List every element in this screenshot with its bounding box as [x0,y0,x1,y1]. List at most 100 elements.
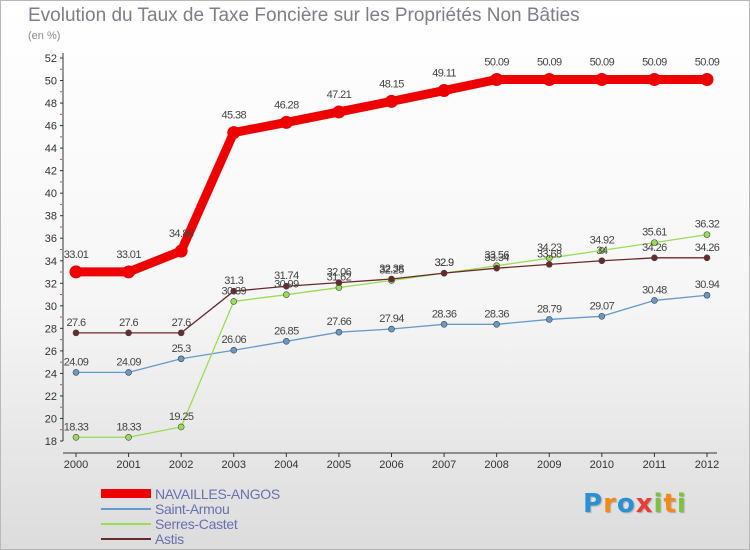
data-label-astis: 32.9 [435,257,454,269]
y-tick-label: 48 [45,98,57,110]
logo-letter: i [653,489,664,519]
legend-swatch [101,489,151,498]
data-label-serres-castet: 33.56 [484,250,509,262]
data-label-saint-armou: 27.66 [327,316,352,328]
chart-legend: NAVAILLES-ANGOS Saint-Armou Serres-Caste… [101,485,280,547]
data-point-saint-armou [598,312,606,320]
data-label-saint-armou: 30.94 [695,279,720,291]
data-point-saint-armou [335,328,343,336]
y-tick-label: 38 [45,211,57,223]
y-tick-label: 24 [45,368,57,380]
logo-letter: x [635,489,654,519]
data-point-navailles-angos [227,126,241,140]
data-label-astis: 27.6 [172,317,191,329]
data-label-navailles-angos: 48.15 [379,78,404,90]
x-tick-label: 2008 [484,459,508,471]
data-label-serres-castet: 35.61 [642,227,667,239]
logo-letter: P [583,489,604,519]
data-point-navailles-angos [122,265,136,279]
data-point-navailles-angos [69,265,83,279]
data-label-saint-armou: 28.36 [432,308,457,320]
data-point-saint-armou [651,297,658,304]
y-tick-label: 52 [45,53,57,65]
data-label-navailles-angos: 50.09 [537,57,562,69]
data-label-astis: 33.34 [484,252,509,264]
y-tick-label: 40 [45,188,57,200]
data-point-navailles-angos [542,73,556,87]
legend-swatch [101,537,151,540]
data-point-saint-armou [283,338,290,345]
legend-item-navailles-angos: NAVAILLES-ANGOS [101,485,280,502]
data-point-serres-castet [125,433,132,441]
legend-item-serres-castet: Serres-Castet [101,516,280,532]
data-label-navailles-angos: 50.09 [590,57,615,69]
data-label-navailles-angos: 47.21 [327,89,352,101]
y-tick-label: 20 [45,413,57,425]
data-label-navailles-angos: 50.09 [695,57,720,69]
legend-label: NAVAILLES-ANGOS [155,485,280,502]
data-label-navailles-angos: 45.38 [221,110,246,122]
data-label-navailles-angos: 50.09 [484,57,509,69]
data-point-astis [230,287,238,295]
data-point-astis [388,275,395,283]
data-point-serres-castet [598,247,606,254]
data-point-navailles-angos [332,105,346,119]
data-point-navailles-angos [647,73,661,87]
y-tick-label: 26 [45,346,57,358]
data-label-saint-armou: 30.48 [642,284,667,296]
data-label-saint-armou: 25.3 [172,343,191,355]
data-point-saint-armou [72,369,80,376]
data-label-astis: 31.74 [274,270,299,282]
data-point-astis [493,264,500,272]
data-point-serres-castet [230,298,238,305]
data-label-serres-castet: 18.33 [64,421,89,433]
data-point-astis [125,329,132,337]
data-label-serres-castet: 34.23 [537,242,562,254]
x-tick-label: 2003 [222,459,246,471]
y-tick-label: 22 [45,391,57,403]
y-tick-label: 32 [45,278,57,290]
data-point-serres-castet [651,239,658,246]
data-label-serres-castet: 30.99 [274,279,299,291]
x-tick-label: 2006 [379,459,403,471]
data-label-saint-armou: 24.09 [116,356,141,368]
data-point-serres-castet [72,433,80,441]
legend-swatch [101,507,151,510]
data-label-serres-castet: 34.92 [590,234,615,246]
x-tick-label: 2000 [64,459,88,471]
proxiti-logo: Proxiti [583,489,687,519]
data-point-saint-armou [388,325,395,333]
x-tick-label: 2012 [695,459,719,471]
data-point-navailles-angos [174,244,188,258]
data-label-serres-castet: 19.25 [169,411,194,423]
data-label-astis: 27.6 [119,317,138,329]
data-label-astis: 31.3 [224,275,243,287]
data-label-navailles-angos: 33.01 [116,249,141,261]
data-point-navailles-angos [700,73,714,87]
logo-letter: t [663,489,677,519]
y-tick-label: 34 [45,256,57,268]
data-label-saint-armou: 27.94 [379,313,404,325]
x-tick-label: 2002 [169,459,193,471]
data-point-astis [335,279,343,286]
data-label-serres-castet: 30.39 [221,285,246,297]
data-point-saint-armou [177,355,185,363]
data-point-astis [440,269,448,277]
x-tick-label: 2005 [327,459,351,471]
data-point-saint-armou [230,346,238,354]
data-point-saint-armou [703,291,711,299]
data-label-navailles-angos: 46.28 [274,99,299,111]
chart-subtitle: (en %) [28,30,61,42]
data-label-astis: 33.68 [537,248,562,260]
data-point-astis [703,254,711,262]
data-point-saint-armou [545,316,553,323]
logo-letter: o [616,489,636,519]
data-label-astis: 34 [596,245,608,257]
y-tick-label: 50 [45,76,57,88]
data-label-serres-castet: 32.9 [435,257,454,269]
data-label-astis: 27.6 [66,317,85,329]
data-point-saint-armou [440,320,448,328]
x-tick-label: 2001 [116,459,140,471]
x-tick-label: 2007 [432,459,456,471]
data-point-serres-castet [283,291,290,298]
